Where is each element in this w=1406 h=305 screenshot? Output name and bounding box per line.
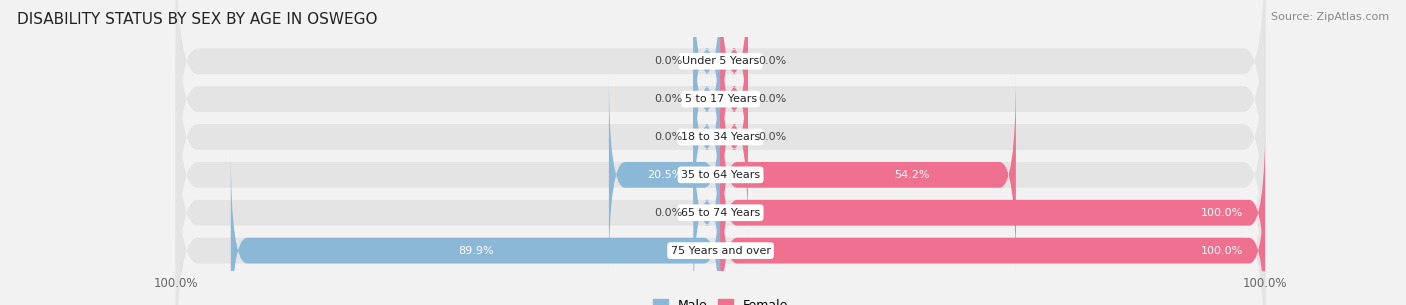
Text: Source: ZipAtlas.com: Source: ZipAtlas.com: [1271, 12, 1389, 22]
FancyBboxPatch shape: [609, 74, 721, 276]
FancyBboxPatch shape: [231, 150, 721, 305]
FancyBboxPatch shape: [176, 0, 1265, 276]
FancyBboxPatch shape: [721, 0, 748, 162]
Text: 0.0%: 0.0%: [759, 56, 787, 66]
Text: 0.0%: 0.0%: [759, 132, 787, 142]
FancyBboxPatch shape: [693, 0, 721, 162]
FancyBboxPatch shape: [176, 74, 1265, 305]
Text: 0.0%: 0.0%: [654, 94, 682, 104]
FancyBboxPatch shape: [176, 0, 1265, 238]
FancyBboxPatch shape: [176, 36, 1265, 305]
FancyBboxPatch shape: [721, 150, 1265, 305]
Text: 18 to 34 Years: 18 to 34 Years: [681, 132, 761, 142]
Text: 35 to 64 Years: 35 to 64 Years: [681, 170, 761, 180]
Text: 0.0%: 0.0%: [759, 94, 787, 104]
Text: 100.0%: 100.0%: [1201, 246, 1243, 256]
Text: 0.0%: 0.0%: [654, 132, 682, 142]
Text: 65 to 74 Years: 65 to 74 Years: [681, 208, 761, 218]
Text: 20.5%: 20.5%: [647, 170, 682, 180]
FancyBboxPatch shape: [721, 112, 1265, 305]
Text: 0.0%: 0.0%: [654, 56, 682, 66]
FancyBboxPatch shape: [693, 36, 721, 238]
FancyBboxPatch shape: [176, 112, 1265, 305]
Text: Under 5 Years: Under 5 Years: [682, 56, 759, 66]
Text: DISABILITY STATUS BY SEX BY AGE IN OSWEGO: DISABILITY STATUS BY SEX BY AGE IN OSWEG…: [17, 12, 377, 27]
Legend: Male, Female: Male, Female: [648, 294, 793, 305]
FancyBboxPatch shape: [721, 0, 748, 200]
Text: 100.0%: 100.0%: [1201, 208, 1243, 218]
FancyBboxPatch shape: [693, 112, 721, 305]
Text: 89.9%: 89.9%: [458, 246, 494, 256]
FancyBboxPatch shape: [721, 74, 1017, 276]
FancyBboxPatch shape: [176, 0, 1265, 200]
Text: 54.2%: 54.2%: [894, 170, 929, 180]
Text: 5 to 17 Years: 5 to 17 Years: [685, 94, 756, 104]
Text: 0.0%: 0.0%: [654, 208, 682, 218]
FancyBboxPatch shape: [721, 36, 748, 238]
Text: 75 Years and over: 75 Years and over: [671, 246, 770, 256]
FancyBboxPatch shape: [693, 0, 721, 200]
